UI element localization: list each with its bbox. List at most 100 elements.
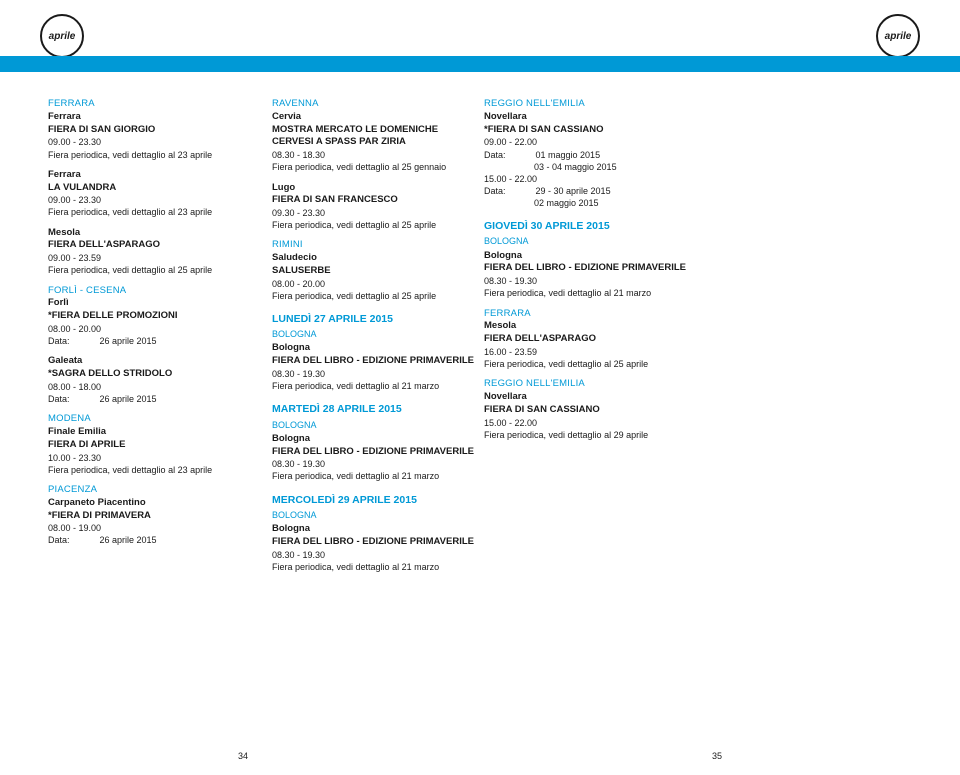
province-heading: FERRARA: [484, 308, 688, 321]
city-name: Saludecio: [272, 252, 476, 265]
event-detail: Fiera periodica, vedi dettaglio al 29 ap…: [484, 429, 688, 441]
event-block: NovellaraFIERA DI SAN CASSIANO15.00 - 22…: [484, 391, 688, 441]
city-name: Bologna: [272, 342, 476, 355]
event-title: MOSTRA MERCATO LE DOMENICHE CERVESI A SP…: [272, 124, 476, 150]
city-name: Novellara: [484, 111, 688, 124]
province-heading: FORLÌ - CESENA: [48, 285, 252, 298]
event-title: FIERA DEL LIBRO - EDIZIONE PRIMAVERILE: [272, 355, 476, 368]
event-block: MesolaFIERA DELL'ASPARAGO09.00 - 23.59Fi…: [48, 227, 252, 277]
province-heading: REGGIO NELL'EMILIA: [484, 98, 688, 111]
event-time: 09.00 - 23.59: [48, 252, 252, 264]
event-title: FIERA DI APRILE: [48, 439, 252, 452]
event-title: FIERA DI SAN GIORGIO: [48, 124, 252, 137]
day-category: BOLOGNA: [272, 509, 476, 521]
event-block: CerviaMOSTRA MERCATO LE DOMENICHE CERVES…: [272, 111, 476, 174]
event-detail: Fiera periodica, vedi dettaglio al 25 ap…: [484, 358, 688, 370]
event-detail: Data: 26 aprile 2015: [48, 393, 252, 405]
province-heading: PIACENZA: [48, 484, 252, 497]
event-time: 08.30 - 19.30: [272, 458, 476, 470]
city-name: Lugo: [272, 182, 476, 195]
day-category: BOLOGNA: [484, 235, 688, 247]
event-detail: Fiera periodica, vedi dettaglio al 23 ap…: [48, 149, 252, 161]
event-title: *SAGRA DELLO STRIDOLO: [48, 368, 252, 381]
event-time: 08.30 - 19.30: [272, 368, 476, 380]
event-detail: Fiera periodica, vedi dettaglio al 21 ma…: [272, 470, 476, 482]
event-block: Carpaneto Piacentino*FIERA DI PRIMAVERA0…: [48, 497, 252, 547]
event-time: 09.00 - 23.30: [48, 194, 252, 206]
province-heading: MODENA: [48, 413, 252, 426]
event-block: BolognaFIERA DEL LIBRO - EDIZIONE PRIMAV…: [484, 250, 688, 300]
event-time: 10.00 - 23.30: [48, 452, 252, 464]
month-badge-left: aprile: [40, 14, 84, 58]
event-title: FIERA DELL'ASPARAGO: [484, 333, 688, 346]
page-left: FERRARAFerraraFIERA DI SAN GIORGIO09.00 …: [48, 98, 476, 735]
city-name: Bologna: [272, 433, 476, 446]
event-detail: Fiera periodica, vedi dettaglio al 23 ap…: [48, 206, 252, 218]
event-detail: Fiera periodica, vedi dettaglio al 25 ge…: [272, 161, 476, 173]
event-detail: Fiera periodica, vedi dettaglio al 21 ma…: [272, 380, 476, 392]
city-name: Galeata: [48, 355, 252, 368]
province-heading: RIMINI: [272, 239, 476, 252]
city-name: Ferrara: [48, 111, 252, 124]
event-block: BolognaFIERA DEL LIBRO - EDIZIONE PRIMAV…: [272, 342, 476, 392]
event-time: 15.00 - 22.00: [484, 173, 688, 185]
page-number-right: 35: [712, 751, 722, 761]
event-block: SaludecioSALUSERBE08.00 - 20.00Fiera per…: [272, 252, 476, 302]
event-title: FIERA DEL LIBRO - EDIZIONE PRIMAVERILE: [484, 262, 688, 275]
city-name: Mesola: [48, 227, 252, 240]
event-title: LA VULANDRA: [48, 182, 252, 195]
city-name: Mesola: [484, 320, 688, 333]
city-name: Novellara: [484, 391, 688, 404]
event-title: FIERA DEL LIBRO - EDIZIONE PRIMAVERILE: [272, 536, 476, 549]
event-detail: Fiera periodica, vedi dettaglio al 21 ma…: [484, 287, 688, 299]
day-category: BOLOGNA: [272, 328, 476, 340]
event-block: FerraraLA VULANDRA09.00 - 23.30Fiera per…: [48, 169, 252, 219]
column-4: [708, 98, 912, 735]
event-time: 08.30 - 18.30: [272, 149, 476, 161]
event-block: Finale EmiliaFIERA DI APRILE10.00 - 23.3…: [48, 426, 252, 476]
province-heading: RAVENNA: [272, 98, 476, 111]
column-2: RAVENNACerviaMOSTRA MERCATO LE DOMENICHE…: [272, 98, 476, 735]
day-heading: MARTEDÌ 28 APRILE 2015: [272, 402, 476, 416]
day-heading: MERCOLEDÌ 29 APRILE 2015: [272, 493, 476, 507]
event-time: 09.00 - 23.30: [48, 136, 252, 148]
column-3: REGGIO NELL'EMILIANovellara*FIERA DI SAN…: [484, 98, 688, 735]
event-block: FerraraFIERA DI SAN GIORGIO09.00 - 23.30…: [48, 111, 252, 161]
event-block: BolognaFIERA DEL LIBRO - EDIZIONE PRIMAV…: [272, 433, 476, 483]
event-block: Galeata*SAGRA DELLO STRIDOLO08.00 - 18.0…: [48, 355, 252, 405]
month-badge-right: aprile: [876, 14, 920, 58]
city-name: Ferrara: [48, 169, 252, 182]
event-detail: Fiera periodica, vedi dettaglio al 23 ap…: [48, 464, 252, 476]
city-name: Carpaneto Piacentino: [48, 497, 252, 510]
city-name: Forlì: [48, 297, 252, 310]
event-time: 09.30 - 23.30: [272, 207, 476, 219]
event-time: 08.00 - 20.00: [48, 323, 252, 335]
event-title: FIERA DELL'ASPARAGO: [48, 239, 252, 252]
event-block: BolognaFIERA DEL LIBRO - EDIZIONE PRIMAV…: [272, 523, 476, 573]
city-name: Bologna: [484, 250, 688, 263]
event-title: FIERA DEL LIBRO - EDIZIONE PRIMAVERILE: [272, 446, 476, 459]
event-detail: Data: 01 maggio 2015: [484, 149, 688, 161]
event-detail: 02 maggio 2015: [484, 197, 688, 209]
day-heading: GIOVEDÌ 30 APRILE 2015: [484, 219, 688, 233]
event-block: Forlì*FIERA DELLE PROMOZIONI08.00 - 20.0…: [48, 297, 252, 347]
column-1: FERRARAFerraraFIERA DI SAN GIORGIO09.00 …: [48, 98, 252, 735]
event-detail: Fiera periodica, vedi dettaglio al 25 ap…: [48, 264, 252, 276]
event-time: 08.30 - 19.30: [484, 275, 688, 287]
event-time: 15.00 - 22.00: [484, 417, 688, 429]
city-name: Finale Emilia: [48, 426, 252, 439]
event-title: FIERA DI SAN CASSIANO: [484, 404, 688, 417]
event-title: FIERA DI SAN FRANCESCO: [272, 194, 476, 207]
event-detail: 03 - 04 maggio 2015: [484, 161, 688, 173]
province-heading: FERRARA: [48, 98, 252, 111]
page-number-left: 34: [238, 751, 248, 761]
event-time: 08.00 - 18.00: [48, 381, 252, 393]
event-detail: Data: 26 aprile 2015: [48, 534, 252, 546]
event-detail: Fiera periodica, vedi dettaglio al 25 ap…: [272, 290, 476, 302]
event-block: MesolaFIERA DELL'ASPARAGO16.00 - 23.59Fi…: [484, 320, 688, 370]
event-time: 09.00 - 22.00: [484, 136, 688, 148]
day-heading: LUNEDÌ 27 APRILE 2015: [272, 312, 476, 326]
day-category: BOLOGNA: [272, 419, 476, 431]
event-title: *FIERA DI SAN CASSIANO: [484, 124, 688, 137]
city-name: Bologna: [272, 523, 476, 536]
